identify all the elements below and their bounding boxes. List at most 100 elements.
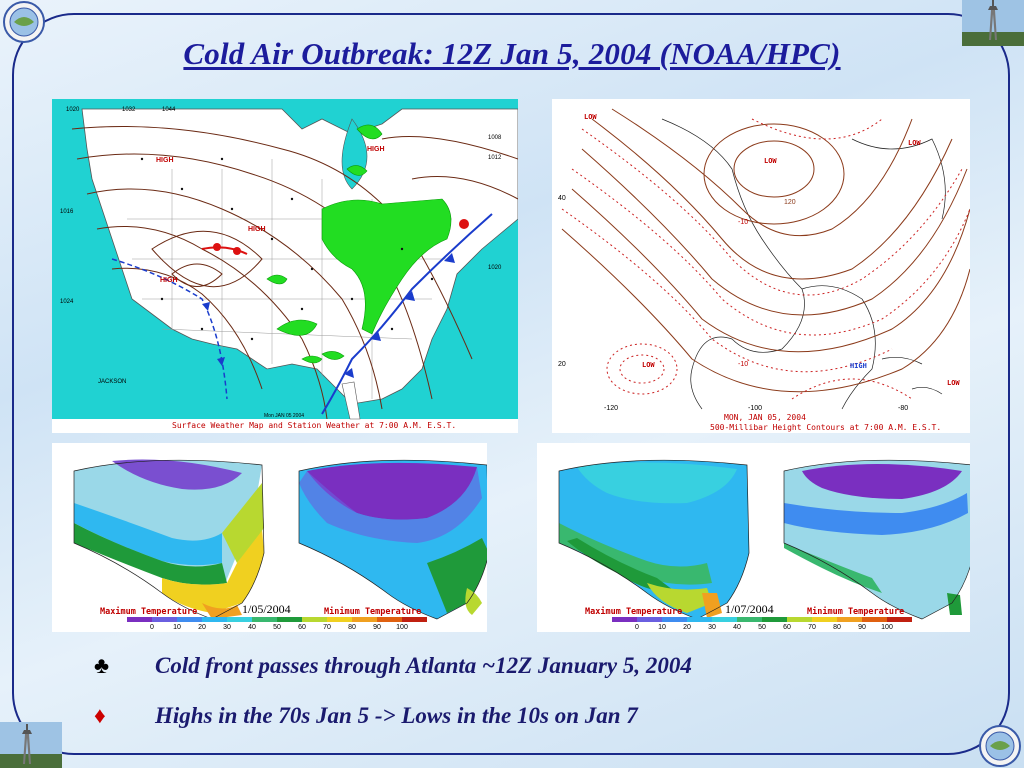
low-label: LOW [947,379,960,387]
society-seal-icon [979,725,1021,767]
scale-swatch [662,617,687,622]
upper-map-stamp: MON, JAN 05, 2004 [724,413,806,422]
scale-tick-label: 100 [396,624,408,631]
longitude-label: -120 [604,405,619,412]
scale-swatch [352,617,377,622]
map-stamp: Mon JAN 05 2004 [264,413,305,419]
scale-tick-label: 10 [658,624,666,631]
society-seal-icon [3,1,45,43]
date-label: 1/07/2004 [725,602,774,616]
scale-tick-label: 20 [683,624,691,631]
scale-tick-label: 20 [198,624,206,631]
space-needle-icon [0,722,62,768]
scale-swatch [862,617,887,622]
height-contours [561,108,970,393]
bullet-text: Cold front passes through Atlanta ~12Z J… [155,653,692,678]
scale-tick-label: 40 [248,624,256,631]
temp-color-scale [127,617,427,622]
low-label: LOW [584,113,597,121]
scale-tick-label: 90 [373,624,381,631]
isobar-label: 1016 [60,209,74,215]
scale-tick-label: 70 [808,624,816,631]
isobar-label: 1020 [488,265,502,271]
city-label: JACKSON [98,379,127,385]
scale-swatch [837,617,862,622]
scale-swatch [887,617,912,622]
slide-frame [12,13,1010,755]
scale-tick-label: 60 [783,624,791,631]
scale-tick-label: 80 [833,624,841,631]
surface-weather-map: HIGH HIGH HIGH HIGH JACKSON 1020 1032 10… [52,99,518,433]
bullet-text: Highs in the 70s Jan 5 -> Lows in the 10… [155,703,638,728]
station-plots [140,157,434,341]
florida [341,381,361,420]
state-borders [127,159,452,399]
isobar-label: 1044 [162,107,176,113]
longitude-label: -80 [898,405,909,412]
min-temp-map [783,459,970,620]
scale-swatch [327,617,352,622]
low-label: LOW [642,361,655,369]
isobar-label: 1008 [488,135,502,141]
slide-title: Cold Air Outbreak: 12Z Jan 5, 2004 (NOAA… [183,36,841,71]
date-label: 1/05/2004 [242,602,291,616]
min-temp-label: Minimum Temperature [324,607,422,617]
scale-swatch [277,617,302,622]
scale-swatch [787,617,812,622]
scale-swatch [377,617,402,622]
max-temp-map [558,459,750,620]
scale-tick-label: 40 [733,624,741,631]
scale-swatch [152,617,177,622]
min-temp-label: Minimum Temperature [807,607,905,617]
scale-swatch [252,617,277,622]
scale-tick-label: 30 [708,624,716,631]
high-label: HIGH [156,157,174,164]
scale-swatch [712,617,737,622]
isotherms [561,118,970,400]
scale-tick-label: 30 [223,624,231,631]
cold-front-west [111,258,228,400]
temperature-panel-jan5: Maximum Temperature 1/05/2004 Minimum Te… [52,443,487,632]
scale-tick-label: 80 [348,624,356,631]
max-temp-label: Maximum Temperature [100,607,198,617]
scale-swatch [637,617,662,622]
scale-swatch [762,617,787,622]
max-temp-map [73,459,265,620]
latitude-label: 40 [558,195,566,202]
scale-tick-label: 70 [323,624,331,631]
bullet-item: ♦ Highs in the 70s Jan 5 -> Lows in the … [0,703,1024,733]
isotherm-label: -10 [738,361,749,368]
isobar-label: 1032 [122,107,136,113]
scale-swatch [127,617,152,622]
temp-color-scale [612,617,912,622]
latitude-label: 20 [558,361,566,368]
scale-swatch [812,617,837,622]
cold-front [321,213,493,415]
warm-front [201,219,469,255]
scale-swatch [737,617,762,622]
scale-swatch [612,617,637,622]
club-bullet-icon: ♣ [94,653,110,678]
space-needle-icon [962,0,1024,46]
scale-tick-label: 50 [273,624,281,631]
isotherm-label: -10 [738,219,749,226]
scale-tick-label: 90 [858,624,866,631]
max-temp-label: Maximum Temperature [585,607,683,617]
scale-swatch [177,617,202,622]
scale-swatch [202,617,227,622]
isobar-label: 1024 [60,299,74,305]
temperature-panel-jan7: Maximum Temperature 1/07/2004 Minimum Te… [537,443,970,632]
high-label: HIGH [850,362,867,370]
isobar-label: 1020 [66,107,80,113]
scale-tick-label: 0 [150,624,154,631]
scale-tick-label: 50 [758,624,766,631]
scale-tick-label: 100 [881,624,893,631]
surface-map-caption: Surface Weather Map and Station Weather … [172,421,457,430]
min-temp-map [298,459,487,620]
isobar-label: 1012 [488,155,502,161]
upper-air-map: LOW LOW LOW LOW HIGH LOW 40 20 -120 -100… [552,99,970,433]
scale-tick-label: 60 [298,624,306,631]
upper-map-caption: 500-Millibar Height Contours at 7:00 A.M… [710,423,942,432]
precip-areas [266,124,452,364]
diamond-bullet-icon: ♦ [94,703,106,728]
